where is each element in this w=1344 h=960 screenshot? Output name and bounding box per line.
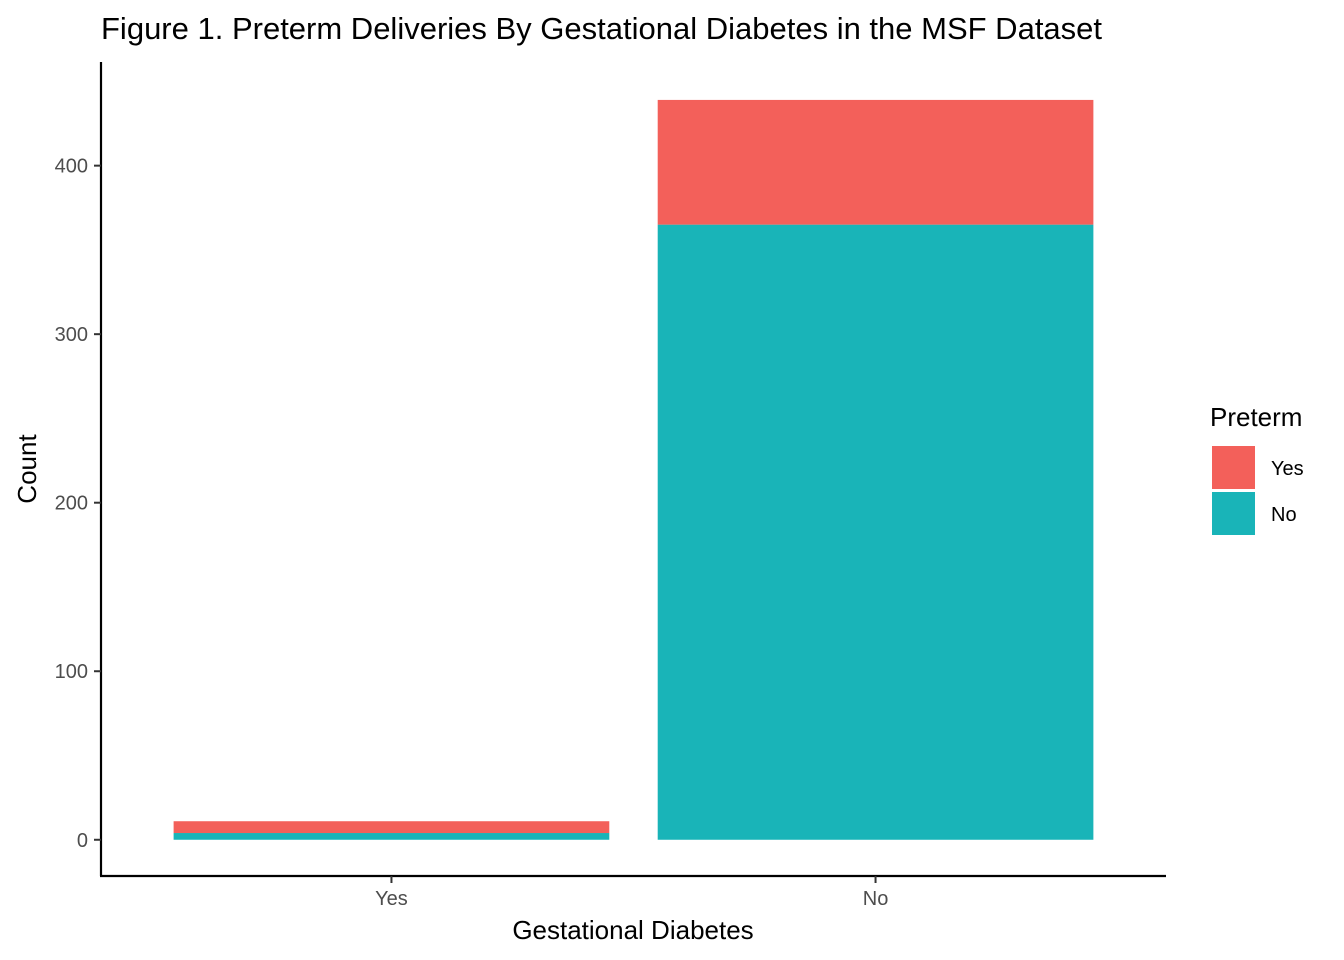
x-tick-label: Yes — [375, 888, 408, 910]
x-axis-ticks: Yes No — [375, 876, 888, 910]
legend: Preterm Yes No — [1210, 402, 1304, 535]
legend-label-yes: Yes — [1271, 458, 1304, 480]
y-tick-label: 400 — [55, 156, 88, 178]
bars-layer — [173, 99, 1094, 840]
y-tick-label: 100 — [55, 661, 88, 683]
bar-no-preterm-no — [657, 224, 1094, 840]
x-tick-label: No — [863, 888, 889, 910]
chart-title: Figure 1. Preterm Deliveries By Gestatio… — [101, 11, 1102, 46]
y-tick-label: 0 — [77, 830, 88, 852]
bar-no-preterm-yes — [657, 99, 1094, 225]
y-tick-label: 300 — [55, 324, 88, 346]
bar-yes-preterm-yes — [173, 821, 610, 834]
y-axis-ticks: 0 100 200 300 400 — [55, 156, 101, 852]
legend-title: Preterm — [1210, 402, 1302, 432]
bar-yes-preterm-no — [173, 833, 610, 840]
x-axis-title: Gestational Diabetes — [512, 915, 753, 945]
legend-swatch-no — [1212, 492, 1255, 535]
y-axis-title: Count — [12, 434, 42, 504]
y-tick-label: 200 — [55, 493, 88, 515]
legend-swatch-yes — [1212, 446, 1255, 489]
legend-label-no: No — [1271, 504, 1297, 526]
